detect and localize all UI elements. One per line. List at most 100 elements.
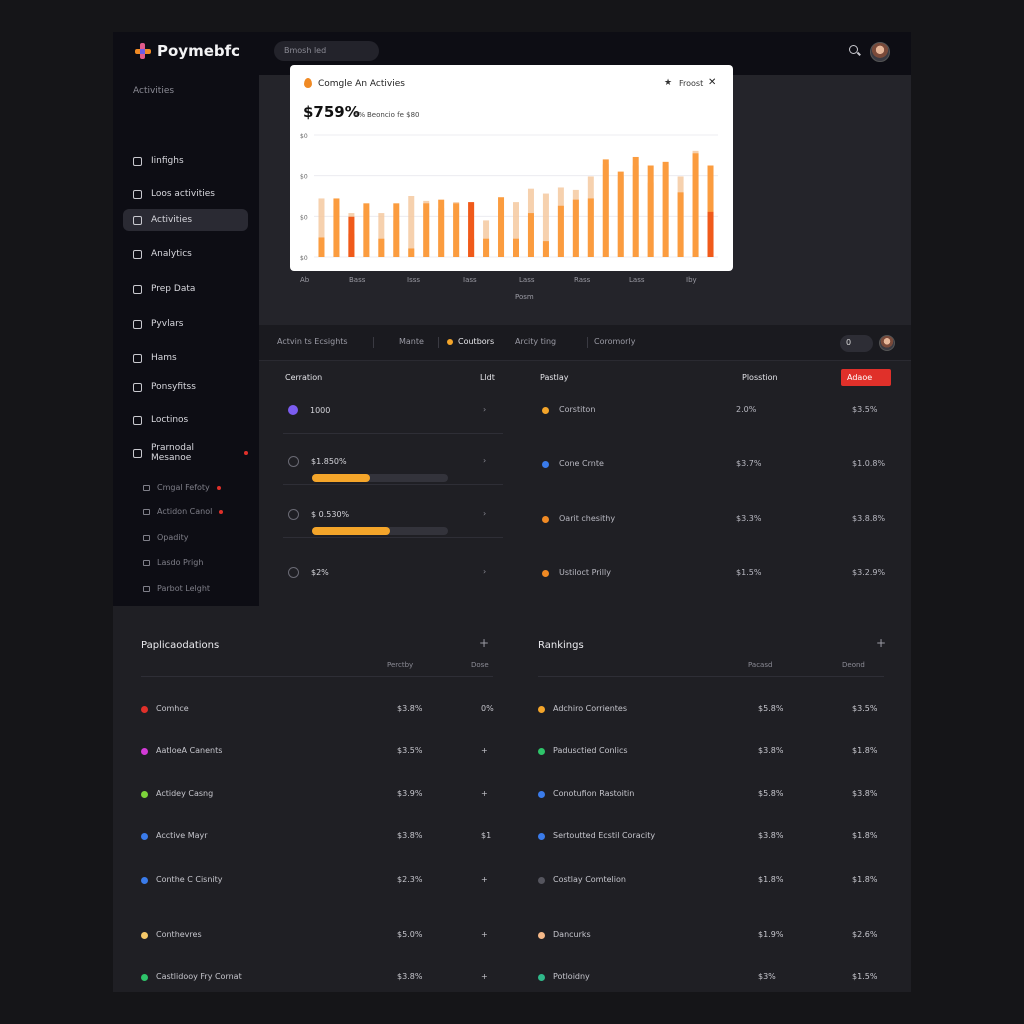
- row-chevron-icon[interactable]: ›: [483, 405, 487, 414]
- list-item[interactable]: Conthevres $5.0% +: [141, 930, 493, 942]
- list-item[interactable]: Conthe C Cisnity $2.3% +: [141, 875, 493, 887]
- filter-avatar[interactable]: [879, 335, 895, 351]
- list-item[interactable]: Sertoutted Ecstil Coracity $3.8% $1.8%: [538, 831, 884, 843]
- row-chevron-icon[interactable]: ›: [483, 567, 487, 576]
- chart-bar[interactable]: [363, 203, 370, 257]
- item-value: 0%: [481, 704, 494, 713]
- table-row[interactable]: $ 0.530%: [288, 509, 349, 520]
- row-chevron-icon[interactable]: ›: [483, 456, 487, 465]
- chart-bar[interactable]: [408, 196, 415, 257]
- sidebar-subitem-4[interactable]: Parbot Lelght: [143, 584, 210, 593]
- list-item[interactable]: Comhce $3.8% 0%: [141, 704, 494, 716]
- star-icon[interactable]: ★: [664, 78, 673, 88]
- add-button[interactable]: Adaoe: [841, 369, 891, 386]
- search-icon[interactable]: [849, 45, 858, 54]
- table-row[interactable]: $1.850%: [288, 456, 347, 467]
- card-delta: 4%: [354, 111, 366, 119]
- chart-bar[interactable]: [677, 192, 684, 257]
- column-header: Dose: [471, 661, 489, 669]
- chart-bar[interactable]: [438, 199, 445, 257]
- item-name: Acctive Mayr: [156, 831, 208, 840]
- sidebar-item-0[interactable]: Iinfighs: [123, 150, 248, 172]
- item-name: Potloidny: [553, 972, 590, 981]
- chart-bar[interactable]: [378, 213, 385, 257]
- row-chevron-icon[interactable]: ›: [483, 509, 487, 518]
- filter-tab-0[interactable]: Actvin ts Ecsights: [277, 337, 348, 346]
- sidebar-item-1[interactable]: Loos activities: [123, 183, 248, 205]
- sidebar-item-3[interactable]: Analytics: [123, 243, 248, 265]
- list-item[interactable]: Padusctied Conlics $3.8% $1.8%: [538, 746, 884, 758]
- sidebar-item-8[interactable]: Loctinos: [123, 409, 248, 431]
- list-item[interactable]: Costlay Comtelion $1.8% $1.8%: [538, 875, 884, 887]
- brand-logo[interactable]: Poymebfc: [135, 42, 240, 60]
- table-row[interactable]: Corstiton 2.0% $3.5%: [542, 405, 878, 417]
- list-item[interactable]: Dancurks $1.9% $2.6%: [538, 930, 884, 942]
- filter-tab-4[interactable]: Coromorly: [594, 337, 635, 346]
- sidebar-item-5[interactable]: Pyvlars: [123, 313, 248, 335]
- sidebar-subitem-1[interactable]: Actidon Canol: [143, 507, 224, 516]
- filter-tab-3[interactable]: Arcity ting: [515, 337, 556, 346]
- item-value: $1.5%: [852, 972, 878, 981]
- chart-bar[interactable]: [513, 238, 519, 257]
- plus-icon[interactable]: +: [876, 636, 887, 650]
- chart-bar[interactable]: [647, 165, 654, 258]
- chart-bar[interactable]: [483, 238, 490, 257]
- close-icon[interactable]: ✕: [708, 77, 717, 88]
- table-row[interactable]: Cone Crnte $3.7% $1.0.8%: [542, 459, 885, 471]
- sidebar-item-2[interactable]: Activities: [123, 209, 248, 231]
- chart-bar[interactable]: [632, 156, 639, 257]
- sidebar-item-7[interactable]: Ponsyfitss: [123, 376, 248, 398]
- list-item[interactable]: Acctive Mayr $3.8% $1: [141, 831, 493, 843]
- chart-bar[interactable]: [333, 198, 340, 257]
- chart-bar[interactable]: [527, 213, 534, 257]
- chart-bar[interactable]: [617, 171, 624, 257]
- list-item[interactable]: Conotufion Rastoitin $5.8% $3.8%: [538, 789, 884, 801]
- filter-tab-1[interactable]: Mante: [399, 337, 424, 346]
- sidebar-item-6[interactable]: Hams: [123, 347, 248, 369]
- chart-bar[interactable]: [707, 211, 714, 257]
- sidebar-subitem-3[interactable]: Lasdo Prigh: [143, 558, 203, 567]
- chart-bar[interactable]: [602, 159, 609, 257]
- plus-icon[interactable]: +: [479, 636, 490, 650]
- table-row[interactable]: Oarit chesithy $3.3% $3.8.8%: [542, 514, 885, 526]
- chart-bar[interactable]: [408, 248, 415, 257]
- user-avatar[interactable]: [870, 42, 890, 62]
- list-item[interactable]: AatloeA Canents $3.5% +: [141, 746, 493, 758]
- table-row[interactable]: Ustiloct Prilly $1.5% $3.2.9%: [542, 568, 885, 580]
- sidebar-subitem-0[interactable]: Cmgal Fefoty: [143, 483, 221, 492]
- table-row[interactable]: $2%: [288, 567, 329, 578]
- chart-bar[interactable]: [707, 165, 714, 258]
- chart-bar[interactable]: [393, 203, 400, 257]
- chart-bar[interactable]: [557, 205, 564, 257]
- sidebar-item-9[interactable]: Prarnodal Mesanoe: [123, 442, 248, 464]
- sidebar-subitem-2[interactable]: Opadity: [143, 533, 188, 542]
- list-item[interactable]: Adchiro Corrientes $5.8% $3.5%: [538, 704, 884, 716]
- list-item[interactable]: Castlidooy Fry Cornat $3.8% +: [141, 972, 493, 984]
- chart-bar[interactable]: [513, 202, 519, 257]
- table-row[interactable]: 1000: [288, 405, 330, 415]
- chart-bar[interactable]: [587, 198, 594, 257]
- list-item[interactable]: Potloidny $3% $1.5%: [538, 972, 884, 984]
- chart-bar[interactable]: [453, 203, 460, 257]
- progress-bar: [312, 527, 448, 535]
- sidebar-item-4[interactable]: Prep Data: [123, 278, 248, 300]
- status-ring-icon: [288, 456, 299, 467]
- list-item[interactable]: Actidey Casng $3.9% +: [141, 789, 493, 801]
- chart-bar[interactable]: [662, 161, 669, 257]
- chart-bar[interactable]: [468, 202, 475, 257]
- search-input[interactable]: Bmosh led: [274, 41, 379, 61]
- card-action-button[interactable]: Froost: [679, 79, 704, 88]
- chart-bar[interactable]: [498, 197, 505, 257]
- chart-bar[interactable]: [542, 241, 549, 257]
- chart-bar[interactable]: [692, 153, 699, 257]
- chart-bar[interactable]: [378, 238, 385, 257]
- chart-bar[interactable]: [348, 216, 355, 257]
- chart-bar[interactable]: [423, 203, 430, 257]
- view-toggle[interactable]: 0: [840, 335, 873, 352]
- chart-bar[interactable]: [572, 199, 579, 257]
- chart-bar[interactable]: [318, 198, 325, 257]
- logo-icon: [135, 43, 151, 59]
- chart-bar[interactable]: [318, 237, 325, 257]
- chart-bar[interactable]: [542, 193, 549, 257]
- filter-tab-2[interactable]: Coutbors: [447, 337, 494, 346]
